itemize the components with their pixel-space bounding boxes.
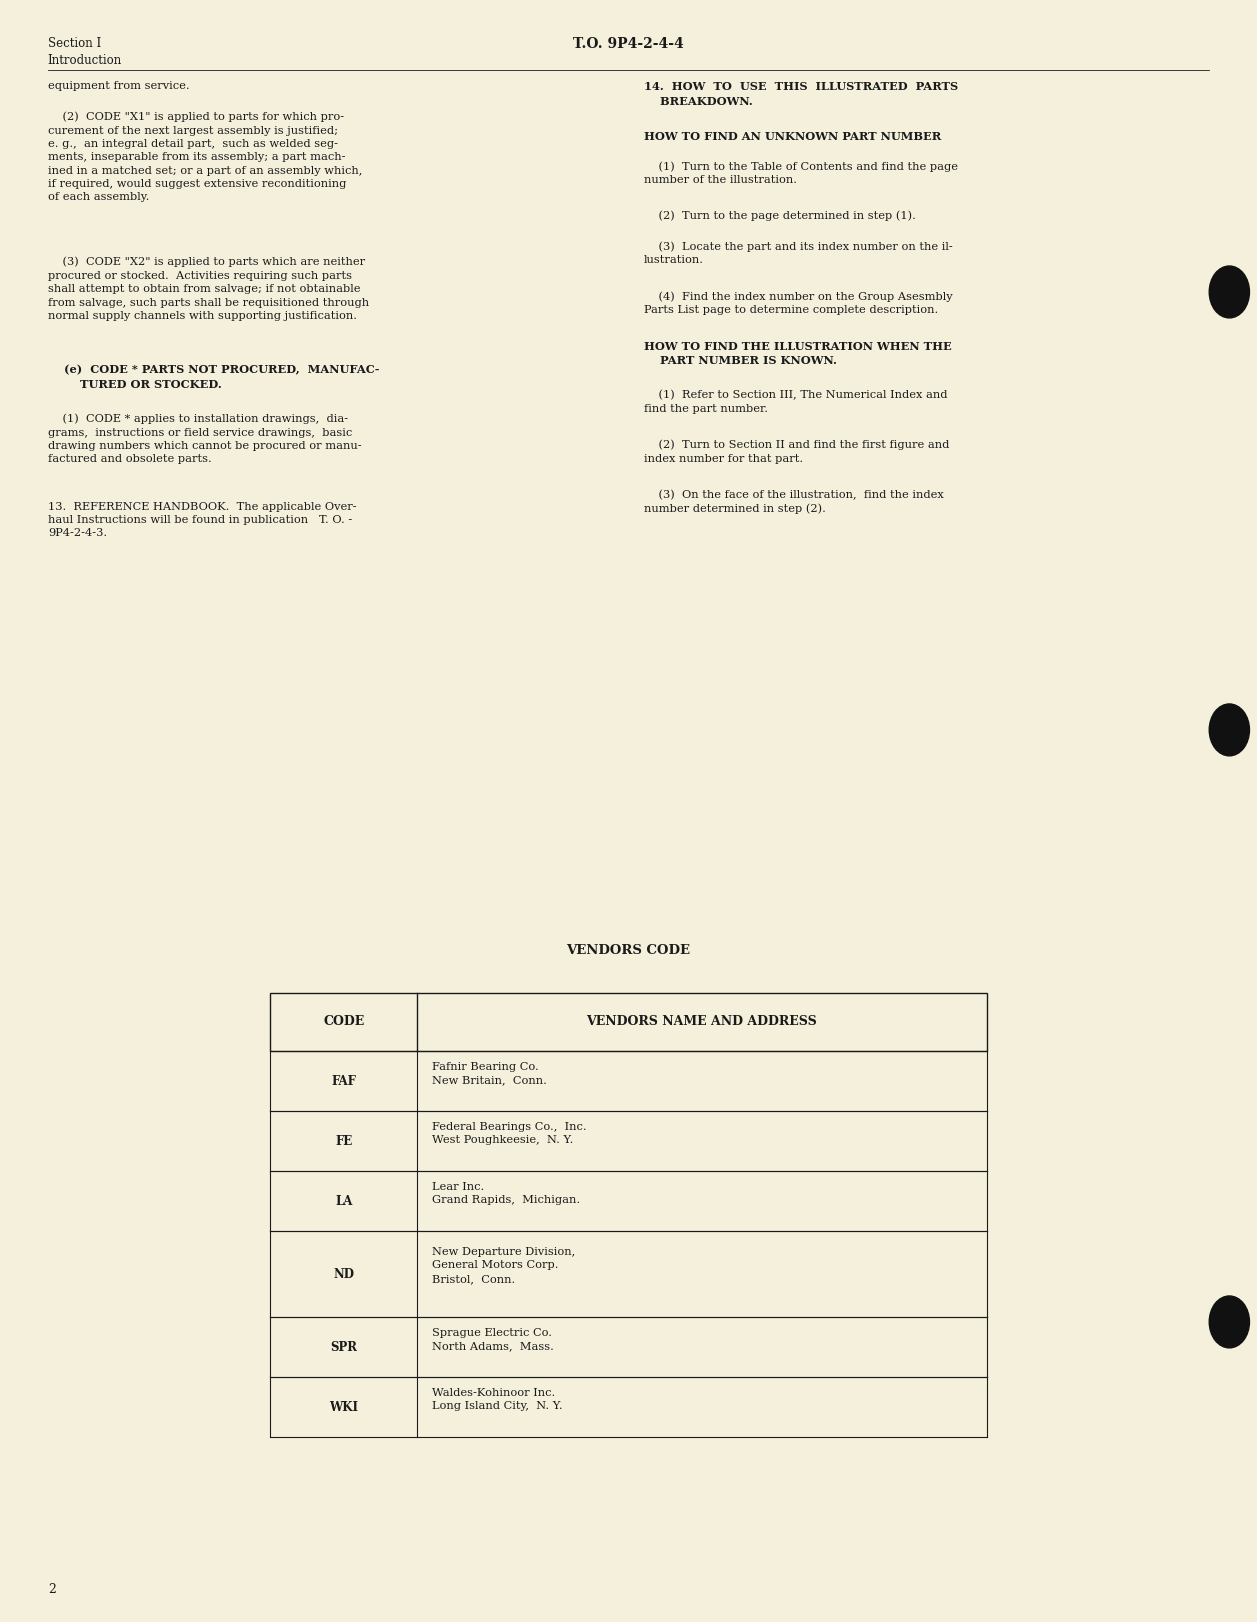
Text: (2)  Turn to Section II and find the first figure and
index number for that part: (2) Turn to Section II and find the firs… — [644, 440, 949, 464]
Text: (2)  CODE "X1" is applied to parts for which pro-
curement of the next largest a: (2) CODE "X1" is applied to parts for wh… — [48, 112, 362, 203]
Text: Federal Bearings Co.,  Inc.
West Poughkeesie,  N. Y.: Federal Bearings Co., Inc. West Poughkee… — [432, 1122, 587, 1145]
Text: Waldes-Kohinoor Inc.
Long Island City,  N. Y.: Waldes-Kohinoor Inc. Long Island City, N… — [432, 1388, 563, 1411]
Text: 2: 2 — [48, 1583, 55, 1596]
Text: Section I: Section I — [48, 37, 101, 50]
Text: LA: LA — [336, 1194, 352, 1208]
Text: VENDORS NAME AND ADDRESS: VENDORS NAME AND ADDRESS — [587, 1015, 817, 1028]
Text: 14.  HOW  TO  USE  THIS  ILLUSTRATED  PARTS
    BREAKDOWN.: 14. HOW TO USE THIS ILLUSTRATED PARTS BR… — [644, 81, 958, 107]
Text: CODE: CODE — [323, 1015, 365, 1028]
Text: (e)  CODE * PARTS NOT PROCURED,  MANUFAC-
        TURED OR STOCKED.: (e) CODE * PARTS NOT PROCURED, MANUFAC- … — [48, 363, 380, 389]
Text: Sprague Electric Co.
North Adams,  Mass.: Sprague Electric Co. North Adams, Mass. — [432, 1328, 554, 1351]
Text: FAF: FAF — [332, 1074, 356, 1088]
Bar — [270, 993, 987, 1051]
Text: (4)  Find the index number on the Group Asesmbly
Parts List page to determine co: (4) Find the index number on the Group A… — [644, 290, 953, 315]
Text: (3)  Locate the part and its index number on the il-
lustration.: (3) Locate the part and its index number… — [644, 242, 953, 266]
Text: ND: ND — [333, 1267, 354, 1281]
Circle shape — [1209, 1296, 1249, 1348]
Text: (1)  Turn to the Table of Contents and find the page
number of the illustration.: (1) Turn to the Table of Contents and fi… — [644, 161, 958, 185]
Circle shape — [1209, 266, 1249, 318]
Text: 13.  REFERENCE HANDBOOK.  The applicable Over-
haul Instructions will be found i: 13. REFERENCE HANDBOOK. The applicable O… — [48, 501, 357, 539]
Text: (1)  Refer to Section III, The Numerical Index and
find the part number.: (1) Refer to Section III, The Numerical … — [644, 391, 947, 414]
Text: WKI: WKI — [329, 1400, 358, 1414]
Text: New Departure Division,
General Motors Corp.
Bristol,  Conn.: New Departure Division, General Motors C… — [432, 1247, 576, 1283]
Text: (3)  On the face of the illustration,  find the index
number determined in step : (3) On the face of the illustration, fin… — [644, 490, 943, 514]
Text: Lear Inc.
Grand Rapids,  Michigan.: Lear Inc. Grand Rapids, Michigan. — [432, 1182, 581, 1205]
Text: equipment from service.: equipment from service. — [48, 81, 190, 91]
Text: VENDORS CODE: VENDORS CODE — [567, 944, 690, 957]
Text: T.O. 9P4-2-4-4: T.O. 9P4-2-4-4 — [573, 37, 684, 52]
Text: FE: FE — [336, 1134, 352, 1148]
Text: HOW TO FIND THE ILLUSTRATION WHEN THE
    PART NUMBER IS KNOWN.: HOW TO FIND THE ILLUSTRATION WHEN THE PA… — [644, 341, 952, 367]
Text: (2)  Turn to the page determined in step (1).: (2) Turn to the page determined in step … — [644, 211, 915, 222]
Text: HOW TO FIND AN UNKNOWN PART NUMBER: HOW TO FIND AN UNKNOWN PART NUMBER — [644, 131, 940, 141]
Text: (3)  CODE "X2" is applied to parts which are neither
procured or stocked.  Activ: (3) CODE "X2" is applied to parts which … — [48, 256, 368, 321]
Text: Fafnir Bearing Co.
New Britain,  Conn.: Fafnir Bearing Co. New Britain, Conn. — [432, 1062, 547, 1085]
Text: (1)  CODE * applies to installation drawings,  dia-
grams,  instructions or fiel: (1) CODE * applies to installation drawi… — [48, 414, 362, 464]
Text: SPR: SPR — [331, 1340, 357, 1354]
Circle shape — [1209, 704, 1249, 756]
Text: Introduction: Introduction — [48, 54, 122, 67]
